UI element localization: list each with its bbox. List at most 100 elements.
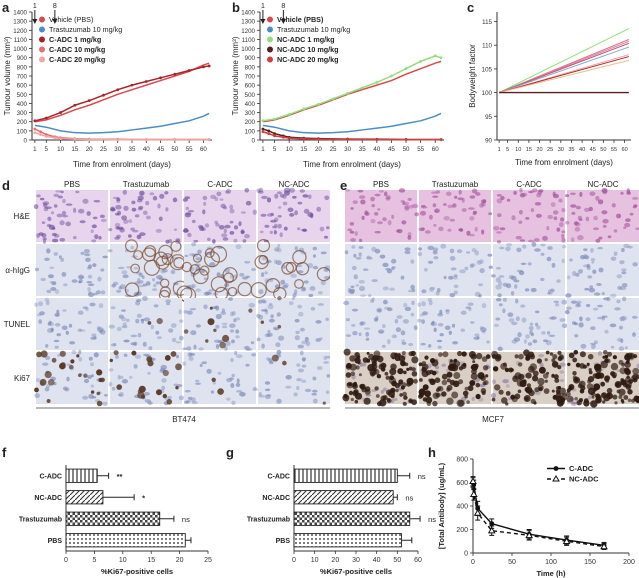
stained-nucleus bbox=[441, 391, 447, 397]
x-tick-label: 5 bbox=[273, 146, 277, 153]
nucleus bbox=[433, 327, 437, 332]
nucleus bbox=[323, 355, 328, 361]
nucleus bbox=[303, 208, 310, 214]
stained-nucleus bbox=[557, 350, 562, 355]
significance-label: * bbox=[142, 493, 145, 502]
stained-nucleus bbox=[579, 351, 586, 358]
x-tick-label: 45 bbox=[590, 147, 596, 153]
dosing-arrow-head bbox=[280, 19, 286, 24]
nucleus bbox=[282, 285, 288, 289]
nucleus bbox=[82, 306, 88, 310]
y-tick-label: 1400 bbox=[241, 10, 255, 17]
stained-nucleus bbox=[514, 393, 521, 400]
nucleus bbox=[130, 227, 135, 231]
nucleus bbox=[108, 368, 114, 372]
nucleus bbox=[309, 286, 316, 291]
nucleus bbox=[46, 224, 52, 227]
nucleus bbox=[90, 384, 95, 388]
nucleus bbox=[243, 346, 249, 350]
nucleus bbox=[229, 204, 234, 210]
bar bbox=[65, 490, 104, 505]
histology-tile bbox=[176, 242, 256, 304]
nucleus bbox=[173, 383, 178, 387]
nucleus bbox=[551, 262, 556, 268]
stained-nucleus bbox=[614, 401, 618, 405]
stained-nucleus bbox=[146, 356, 153, 363]
stained-nucleus bbox=[397, 353, 401, 357]
nucleus bbox=[264, 381, 271, 385]
nucleus bbox=[240, 229, 245, 235]
y-tick-label: 900 bbox=[17, 55, 28, 62]
stained-nucleus bbox=[374, 386, 379, 391]
nucleus bbox=[620, 338, 624, 343]
nucleus bbox=[172, 197, 178, 203]
x-tick-label: 60 bbox=[622, 147, 628, 153]
x-tick-label: 30 bbox=[344, 146, 351, 153]
nucleus bbox=[279, 193, 285, 198]
nucleus bbox=[570, 300, 578, 304]
data-point bbox=[53, 136, 57, 140]
nucleus bbox=[597, 316, 603, 320]
data-point bbox=[59, 137, 62, 141]
nucleus bbox=[454, 195, 458, 199]
category-label: PBS bbox=[48, 538, 63, 545]
stained-nucleus bbox=[59, 350, 66, 357]
stained-nucleus bbox=[260, 320, 264, 324]
nucleus bbox=[458, 228, 463, 232]
nucleus bbox=[476, 260, 482, 265]
nucleus bbox=[279, 232, 283, 238]
nucleus bbox=[139, 232, 146, 236]
nucleus bbox=[495, 277, 501, 283]
nucleus bbox=[496, 231, 502, 234]
bar bbox=[293, 533, 402, 548]
dosing-day-label: 8 bbox=[281, 3, 285, 10]
nucleus bbox=[242, 239, 247, 243]
nucleus bbox=[514, 284, 518, 289]
stained-nucleus bbox=[419, 378, 423, 382]
nucleus bbox=[139, 190, 145, 196]
stained-nucleus bbox=[408, 399, 413, 403]
nucleus bbox=[422, 311, 428, 316]
histology-tile bbox=[258, 349, 330, 405]
stained-nucleus bbox=[40, 350, 48, 358]
x-tick-label: 50 bbox=[508, 559, 516, 566]
nucleus bbox=[91, 333, 97, 337]
data-point bbox=[404, 67, 408, 71]
nucleus bbox=[59, 220, 65, 226]
x-tick-label: 55 bbox=[186, 146, 193, 153]
nucleus bbox=[401, 339, 405, 343]
nucleus bbox=[261, 195, 268, 200]
stained-nucleus bbox=[467, 385, 474, 392]
nucleus bbox=[452, 203, 457, 208]
nucleus bbox=[264, 309, 269, 315]
stained-nucleus bbox=[358, 373, 362, 377]
stained-nucleus bbox=[544, 379, 548, 383]
nucleus bbox=[443, 216, 450, 221]
dosing-day-label: 1 bbox=[33, 3, 37, 10]
histology-tile bbox=[343, 297, 418, 350]
nucleus bbox=[145, 215, 151, 220]
tile-background bbox=[567, 190, 639, 242]
nucleus bbox=[398, 188, 406, 193]
nucleus bbox=[597, 304, 603, 308]
nucleus bbox=[420, 342, 426, 346]
nucleus bbox=[359, 321, 364, 326]
nucleus bbox=[371, 297, 375, 302]
nucleus bbox=[578, 322, 584, 328]
histology-tile bbox=[33, 190, 108, 244]
nucleus bbox=[54, 289, 60, 294]
nucleus bbox=[385, 196, 391, 201]
stained-nucleus bbox=[612, 394, 618, 400]
data-point bbox=[130, 83, 134, 87]
nucleus bbox=[103, 394, 108, 397]
nucleus bbox=[404, 250, 411, 255]
legend-marker bbox=[39, 46, 45, 53]
nucleus bbox=[447, 204, 454, 209]
data-point bbox=[267, 132, 271, 136]
row-label: H&E bbox=[14, 212, 30, 221]
nucleus bbox=[282, 201, 288, 206]
x-tick-label: 5 bbox=[45, 146, 49, 153]
stained-nucleus bbox=[375, 394, 380, 398]
data-point bbox=[287, 136, 291, 140]
stained-nucleus bbox=[554, 378, 560, 383]
